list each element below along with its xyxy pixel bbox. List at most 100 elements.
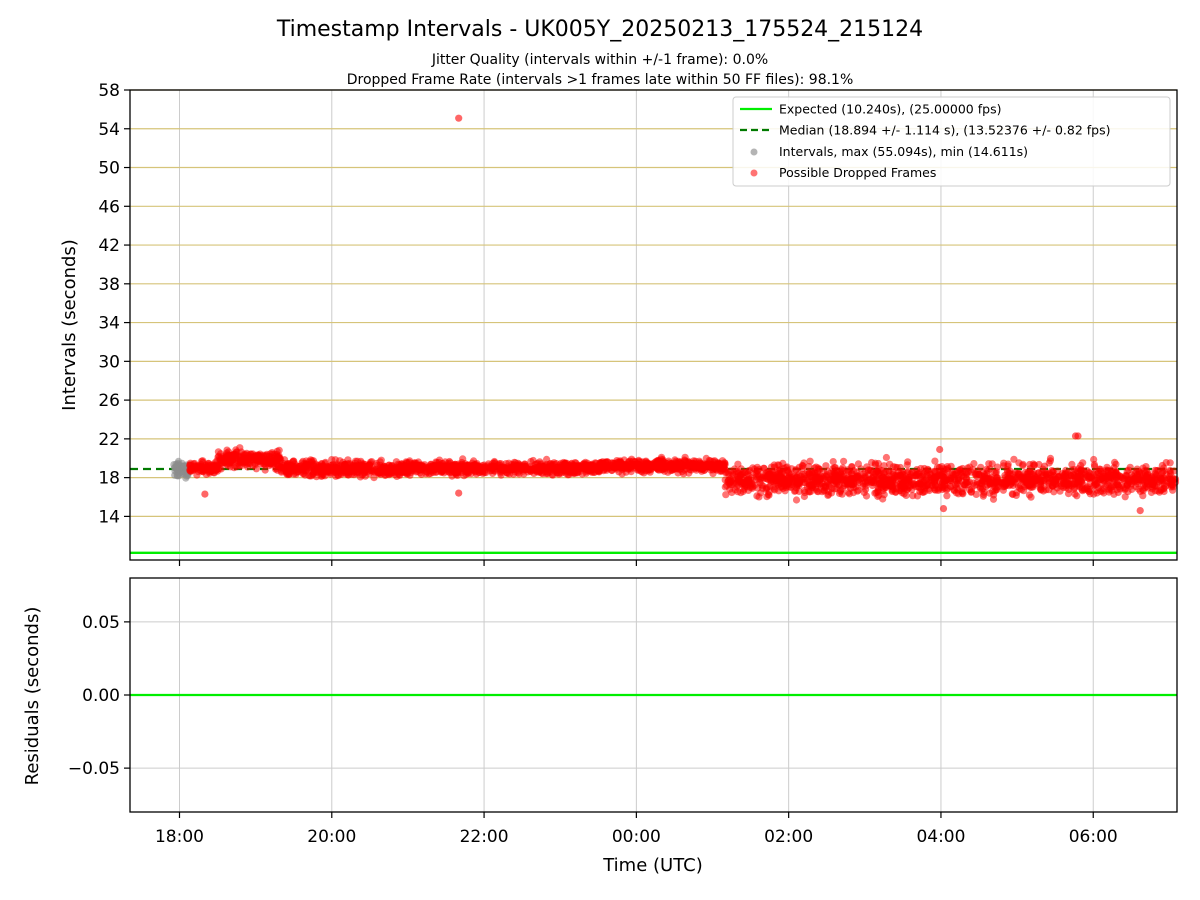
dropped-frame-point [1157,477,1165,485]
legend-box [732,96,1171,187]
dropped-frame-point [1157,486,1165,494]
dropped-frame-point [868,458,876,467]
dropped-frame-point [635,456,643,464]
dropped-frame-point [537,460,545,468]
dropped-frame-point [746,478,754,487]
dropped-frame-point [699,461,707,469]
dropped-frame-point [536,467,544,475]
dropped-frame-point [251,452,259,460]
dropped-frame-point [365,470,373,478]
legend-median-label: Median (18.894 +/- 1.114 s), (13.52376 +… [779,123,1110,138]
dropped-frame-point [831,464,840,472]
dropped-frame-point [811,468,819,476]
dropped-frame-point [204,460,212,468]
dropped-frame-point [812,485,820,494]
dropped-frame-point [543,455,551,463]
dropped-frame-point [605,464,613,472]
legend-intervals-label: Intervals, max (55.094s), min (14.611s) [779,144,1028,159]
dropped-frame-point [314,466,322,474]
dropped-frame-point [1153,467,1161,475]
dropped-frame-point [941,484,949,492]
dropped-frame-point [832,484,840,493]
bottom-xtick-label: 22:00 [460,827,509,847]
bottom-xtick-label: 04:00 [916,827,965,847]
dropped-frame-point [1027,493,1035,501]
dropped-frame-point [962,478,970,486]
dropped-frame-point [801,489,809,497]
chart-title: Timestamp Intervals - UK005Y_20250213_17… [276,17,923,42]
dropped-frame-point [753,475,761,484]
dropped-frame-point [753,463,761,471]
dropped-frame-point [795,477,803,485]
bottom-xtick-label: 02:00 [764,827,813,847]
dropped-frame-point [731,486,739,494]
dropped-frame-point [762,485,770,493]
dropped-frame-point [818,479,826,487]
dropped-frame-point [432,458,440,466]
dropped-frame-point [853,473,861,481]
dropped-frame-point [1152,476,1160,485]
dropped-frame-point [1006,467,1014,475]
dropped-frame-point [904,482,912,490]
dropped-frame-outlier [455,489,463,497]
dropped-frame-point [765,468,773,476]
dropped-frame-point [1105,488,1113,496]
dropped-frame-point [558,461,567,469]
top-ytick-label: 42 [98,236,120,256]
dropped-frame-point [886,460,894,468]
bottom-xtick-label: 18:00 [155,827,204,847]
dropped-frame-point [677,458,685,466]
dropped-frame-point [830,476,838,484]
dropped-frame-point [981,474,989,482]
dropped-frame-point [959,484,967,493]
dropped-frame-point [1134,485,1143,493]
dropped-frame-point [303,461,312,469]
dropped-frame-point [735,475,743,483]
dropped-frame-point [195,462,203,470]
dropped-frame-point [597,460,606,468]
dropped-frame-point [582,467,590,475]
dropped-frame-point [931,457,939,465]
dropped-frame-point [397,466,406,474]
dropped-frame-point [795,463,803,471]
dropped-frame-point [898,480,906,488]
dropped-frame-point [999,483,1008,491]
legend: Expected (10.240s), (25.00000 fps) Media… [732,96,1171,187]
dropped-frame-point [278,467,286,475]
legend-dropped-swatch [750,169,758,177]
dropped-frame-point [734,460,742,468]
dropped-frame-point [610,459,618,467]
dropped-frame-point [1099,485,1107,493]
dropped-frame-point [693,463,701,472]
dropped-frame-point [232,448,240,456]
dropped-frame-point [1133,465,1141,473]
dropped-frame-point [679,470,688,478]
dropped-frame-point [1091,462,1099,470]
dropped-frame-outlier [455,114,463,122]
dropped-frame-point [878,473,886,481]
bottom-xtick-label: 20:00 [307,827,356,847]
top-ytick-label: 26 [98,391,120,411]
dropped-frame-point [710,461,719,469]
dropped-frame-point [251,461,259,469]
bottom-xtick-label: 00:00 [612,827,661,847]
dropped-frame-point [1030,462,1038,470]
bottom-ytick-label: 0.00 [82,686,120,706]
dropped-frame-point [890,472,898,480]
top-ytick-label: 54 [98,120,120,140]
dropped-frame-point [903,461,911,469]
dropped-frame-point [595,468,603,476]
dropped-frame-point [1014,470,1023,478]
dropped-frame-point [1061,470,1070,478]
dropped-frame-point [840,457,848,465]
dropped-frame-point [1090,455,1098,464]
dropped-frame-point [236,461,244,469]
dropped-frame-point [441,466,449,474]
dropped-frame-point [308,472,316,480]
dropped-frame-point [687,463,696,471]
dropped-frame-point [264,457,273,465]
dropped-frame-point [776,480,784,488]
dropped-frame-outlier [939,505,948,513]
dropped-frame-point [908,468,916,476]
dropped-frame-point [915,480,923,488]
